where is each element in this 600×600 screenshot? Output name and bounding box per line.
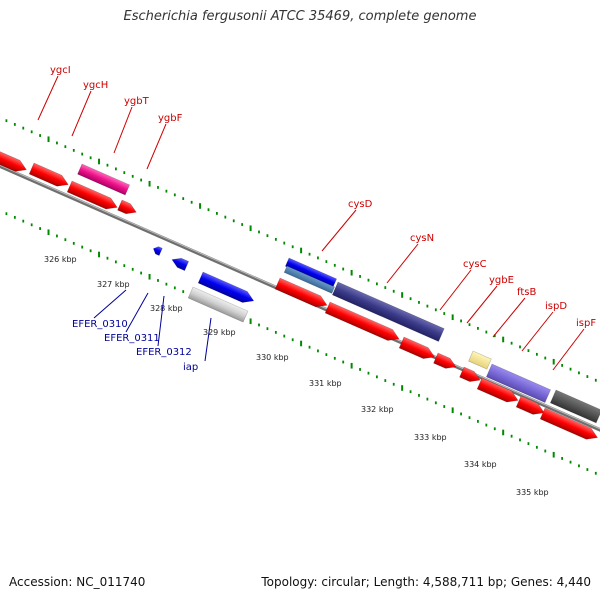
gene-label: ispD xyxy=(545,301,567,312)
tick-track-upper xyxy=(5,119,597,382)
locus-leader-line xyxy=(125,292,149,333)
map-title: Escherichia fergusonii ATCC 35469, compl… xyxy=(123,9,477,24)
scale-label: 328 kbp xyxy=(150,304,183,313)
gene-leader-line xyxy=(552,328,585,371)
cds-arrow xyxy=(0,148,27,172)
cds-arrow xyxy=(66,180,118,210)
cds-arrow xyxy=(398,336,436,359)
gene-block-magenta xyxy=(77,163,131,196)
gene-label: ygbT xyxy=(124,96,150,107)
gene-label: cysD xyxy=(348,199,373,210)
gene-label: cysN xyxy=(410,233,434,244)
gene-leader-line xyxy=(466,285,498,324)
gene-leader-line xyxy=(146,123,167,170)
gene-block-darkgray xyxy=(549,389,600,424)
cds-arrow xyxy=(324,301,400,341)
gene-label: ygcH xyxy=(83,80,108,91)
gene-leader-line xyxy=(521,311,554,352)
gene-block-steel xyxy=(283,265,336,294)
cds-arrow xyxy=(459,366,481,382)
gene-leader-line xyxy=(439,269,472,311)
locus-label: iap xyxy=(183,362,198,373)
gene-leader-line xyxy=(386,243,419,284)
gene-block-gray xyxy=(187,286,249,323)
gene-label: ygbF xyxy=(158,113,183,124)
scale-label: 331 kbp xyxy=(309,379,342,388)
scale-label: 326 kbp xyxy=(44,255,77,264)
gene-label: ygcI xyxy=(50,65,71,76)
gene-block-purple xyxy=(485,363,551,403)
gene-leader-line xyxy=(113,106,133,154)
gene-leader-line xyxy=(71,90,92,137)
cds-arrow xyxy=(117,199,137,215)
cds-arrow-small xyxy=(171,257,190,271)
gene-leader-line xyxy=(492,297,526,338)
gene-label: ispF xyxy=(576,318,596,329)
scale-label: 332 kbp xyxy=(361,405,394,414)
scale-label: 327 kbp xyxy=(97,280,130,289)
cds-arrow xyxy=(274,277,328,308)
gene-label: cysC xyxy=(463,259,487,270)
locus-leader-line xyxy=(157,295,165,347)
scale-label: 330 kbp xyxy=(256,353,289,362)
locus-label: EFER_0311 xyxy=(104,333,160,344)
locus-leader-line xyxy=(204,317,212,362)
gene-block-navy xyxy=(331,281,445,342)
gene-label: ygbE xyxy=(489,275,514,286)
cds-arrow xyxy=(476,377,519,403)
gene-label: ftsB xyxy=(517,287,536,298)
genome-summary-text: Topology: circular; Length: 4,588,711 bp… xyxy=(261,575,591,589)
cds-arrow xyxy=(197,271,255,303)
scale-label: 333 kbp xyxy=(414,433,447,442)
cds-arrow-small xyxy=(153,246,163,256)
tick-track-lower xyxy=(5,212,597,475)
accession-text: Accession: NC_011740 xyxy=(9,575,146,589)
feature-track xyxy=(0,148,600,440)
gene-block-yellow xyxy=(468,350,492,370)
scale-label: 334 kbp xyxy=(464,460,497,469)
cds-arrow xyxy=(515,395,545,415)
scale-label: 335 kbp xyxy=(516,488,549,497)
gene-leader-line xyxy=(37,75,59,121)
locus-label: EFER_0310 xyxy=(72,319,128,330)
cds-arrow xyxy=(433,352,457,369)
scale-label: 329 kbp xyxy=(203,328,236,337)
locus-label: EFER_0312 xyxy=(136,347,192,358)
gene-leader-line xyxy=(321,209,357,252)
cds-arrow xyxy=(539,407,599,440)
locus-leader-line xyxy=(93,289,127,319)
cds-arrow xyxy=(28,162,69,187)
